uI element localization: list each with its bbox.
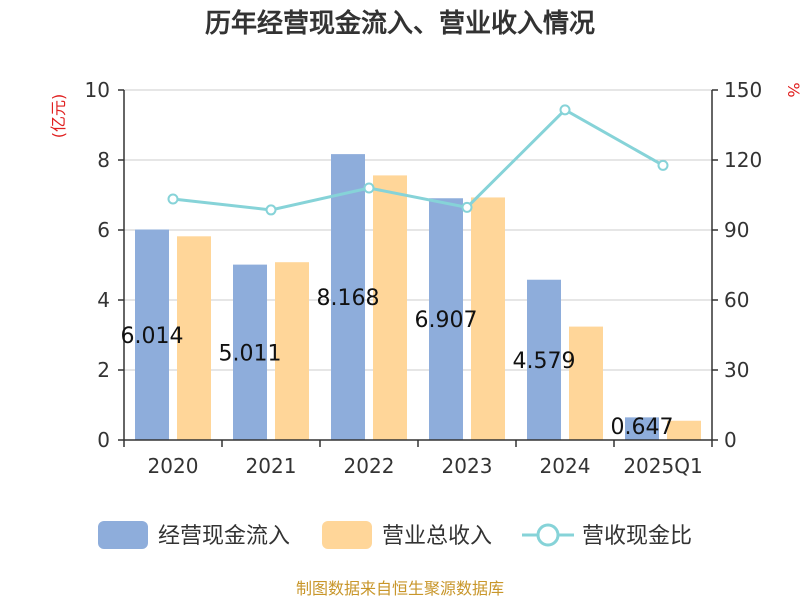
right-tick-label: 120: [724, 148, 762, 172]
right-tick-label: 150: [724, 78, 762, 102]
data-label-2025Q1: 0.647: [611, 415, 674, 440]
data-label-2022: 8.168: [317, 286, 380, 311]
right-tick-label: 90: [724, 218, 749, 242]
data-label-2020: 6.014: [121, 324, 184, 349]
legend-swatch: [322, 521, 372, 549]
right-tick-label: 0: [724, 428, 737, 452]
legend-swatch-marker: [536, 523, 560, 547]
y-axis-left-label: (亿元): [49, 94, 68, 139]
bar-cash-inflow-2025Q1: [625, 417, 659, 440]
left-tick-label: 10: [85, 78, 110, 102]
legend-swatch: [98, 521, 148, 549]
x-tick-label: 2025Q1: [623, 454, 702, 478]
ratio-point-2024: [559, 104, 571, 116]
left-tick-label: 6: [97, 218, 110, 242]
bar-series: [135, 154, 701, 440]
data-labels: 6.014 5.011 8.168 6.907 4.579 0.647: [121, 286, 674, 440]
x-tick-label: 2022: [344, 454, 395, 478]
bar-cash-inflow-2023: [429, 198, 463, 440]
x-tick-label: 2024: [540, 454, 591, 478]
data-label-2021: 5.011: [219, 341, 282, 366]
bar-cash-inflow-2024: [527, 279, 561, 440]
right-tick-label: 30: [724, 358, 749, 382]
x-tick-label: 2023: [442, 454, 493, 478]
left-tick-label: 8: [97, 148, 110, 172]
bar-revenue-2021: [275, 262, 309, 440]
left-tick-label: 4: [97, 288, 110, 312]
bar-revenue-2023: [471, 197, 505, 440]
bar-revenue-2022: [373, 175, 407, 440]
legend-label: 经营现金流入: [158, 524, 290, 549]
legend-label: 营业总收入: [382, 524, 492, 549]
y-axis-right-label: %: [784, 82, 800, 97]
data-label-2024: 4.579: [513, 349, 576, 374]
ratio-line: [172, 107, 664, 212]
grid-lines: [124, 89, 712, 371]
x-tick-label: 2020: [148, 454, 199, 478]
line-series: [167, 104, 669, 216]
axes: 0 2 4 6 8 10 0 30 60 90 120 150 2020 2021 2022 2023 2024…: [85, 78, 763, 478]
ratio-point-2021: [265, 204, 277, 216]
bar-cash-inflow-2022: [331, 154, 365, 440]
legend: 经营现金流入 营业总收入 营收现金比: [98, 521, 692, 549]
ratio-point-2020: [167, 193, 179, 205]
bar-revenue-2025Q1: [667, 420, 701, 440]
right-tick-label: 60: [724, 288, 749, 312]
bar-revenue-2020: [177, 236, 211, 440]
ratio-point-2022: [363, 182, 375, 194]
left-tick-label: 2: [97, 358, 110, 382]
bar-revenue-2024: [569, 326, 603, 440]
chart-title: 历年经营现金流入、营业收入情况: [205, 8, 595, 39]
x-tick-label: 2021: [246, 454, 297, 478]
ratio-point-2025Q1: [657, 159, 669, 171]
data-label-2023: 6.907: [415, 308, 478, 333]
left-tick-label: 0: [97, 428, 110, 452]
source-footer: 制图数据来自恒生聚源数据库: [296, 579, 504, 598]
bar-cash-inflow-2021: [233, 264, 267, 440]
bar-cash-inflow-2020: [135, 229, 169, 440]
legend-label: 营收现金比: [582, 524, 692, 549]
ratio-point-2023: [461, 201, 473, 213]
